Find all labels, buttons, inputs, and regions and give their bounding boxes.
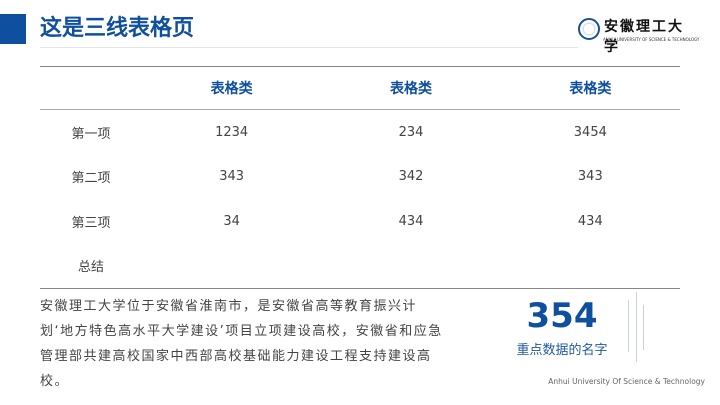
- decor-line: [628, 300, 629, 352]
- table-row: 第一项 1234 234 3454: [40, 110, 680, 155]
- table-cell: 343: [577, 169, 603, 185]
- column-header: 表格类: [321, 66, 501, 110]
- title-divider: [40, 47, 578, 48]
- page-title: 这是三线表格页: [40, 16, 195, 41]
- logo-english: ANHUI UNIVERSITY OF SCIENCE & TECHNOLOGY: [603, 37, 700, 42]
- table-row: 第三项 34 434 434: [40, 199, 680, 244]
- table-cell: 34: [223, 213, 240, 229]
- table-cell: 342: [398, 169, 424, 185]
- table-cell: 3454: [573, 124, 607, 140]
- row-label: 第二项: [71, 171, 111, 187]
- row-label: 第一项: [71, 126, 111, 142]
- column-header: 表格类: [142, 66, 322, 110]
- table-cell: 1234: [215, 124, 249, 140]
- table-cell: 434: [577, 213, 603, 229]
- university-seal-icon: [578, 18, 600, 40]
- footer-text: Anhui University Of Science & Technology: [548, 377, 705, 386]
- logo-name: 安徽理工大学: [604, 19, 684, 55]
- three-line-table: 表格类 表格类 表格类 第一项 1234 234 3454 第二项 343 342 343 第三…: [40, 66, 680, 289]
- decor-line: [636, 292, 637, 362]
- table-cell: 234: [398, 124, 424, 140]
- university-logo: 安徽理工大学 ANHUI UNIVERSITY OF SCIENCE & TEC…: [578, 16, 700, 55]
- title-accent-bar: [0, 14, 26, 44]
- highlight-label: 重点数据的名字: [516, 343, 608, 358]
- row-label: 第三项: [71, 215, 111, 231]
- column-header: 表格类: [500, 66, 680, 110]
- column-header: [40, 66, 142, 110]
- table-cell: [321, 243, 501, 289]
- table-cell: [500, 243, 680, 289]
- description-paragraph: 安徽理工大学位于安徽省淮南市，是安徽省高等教育振兴计划‘地方特色高水平大学建设’…: [40, 299, 443, 389]
- decor-line: [643, 305, 644, 350]
- highlight-value: 354: [526, 296, 598, 336]
- table-row: 总结: [40, 243, 680, 289]
- table-row: 第二项 343 342 343: [40, 155, 680, 200]
- table-cell: [142, 243, 322, 289]
- table-header-row: 表格类 表格类 表格类: [40, 66, 680, 110]
- table-cell: 343: [219, 169, 245, 185]
- row-label: 总结: [40, 243, 142, 289]
- table-cell: 434: [398, 213, 424, 229]
